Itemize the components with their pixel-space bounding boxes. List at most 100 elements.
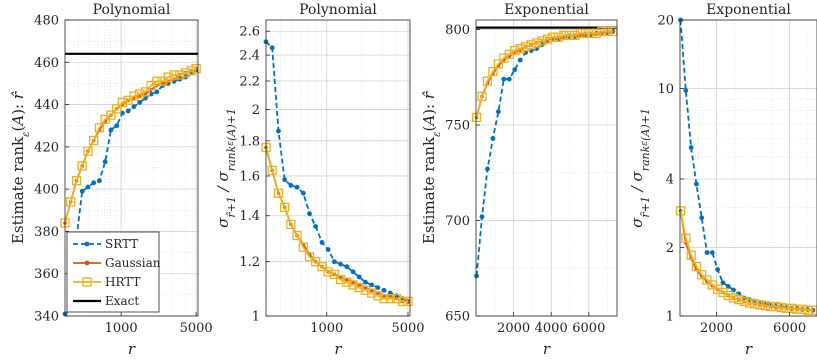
data-point [520,42,531,52]
data-point [91,180,97,186]
y-tick-label: 2 [252,103,260,118]
data-point [797,304,808,314]
data-point [739,296,749,306]
data-point [366,288,377,298]
data-point [160,81,165,86]
data-point [537,36,547,46]
chart-panel-4: 2000 6000 1 2 4 10 20 Exponential r σr̂+1 / σrank… [628,2,817,358]
data-point [586,28,596,39]
data-point [108,127,114,133]
y-tick-label: 650 [445,310,470,325]
axes-box [679,19,817,317]
data-point [286,219,296,230]
data-point [471,112,482,123]
plot-area [680,20,817,316]
data-point [292,230,302,241]
data-point [398,296,408,307]
plot-area [476,20,617,316]
panel-title: Polynomial [299,2,377,18]
data-point [356,274,362,280]
series-line [265,147,408,303]
data-point [720,280,726,286]
data-point [490,136,496,141]
data-point [335,274,346,285]
data-point [163,72,173,82]
y-tick-label: 800 [445,23,470,38]
y-tick-label: 1.2 [239,255,260,270]
data-point [597,26,607,37]
y-tick-label: 2.2 [239,75,260,90]
x-axis-label: r [128,340,136,358]
data-point [175,70,185,80]
y-tick-label: 420 [34,140,59,155]
x-tick-label: 5000 [391,321,424,336]
data-point [152,76,162,86]
data-point [542,34,553,44]
data-point [338,261,343,267]
y-tick-label: 700 [445,214,470,229]
legend-marker [82,277,92,287]
data-point [154,89,160,95]
panel-title: Polynomial [93,2,171,18]
data-point [140,87,150,97]
y-tick-label: 4 [666,173,674,188]
data-point [474,273,479,279]
data-point [591,28,602,39]
data-point [781,303,792,314]
data-point [329,269,340,279]
data-point [304,252,315,262]
data-point [89,135,99,146]
data-point [712,284,723,294]
data-point [699,215,705,221]
data-point [755,300,765,310]
data-point [702,275,712,285]
data-point [681,233,691,243]
data-point [191,63,201,74]
chart-panel-2: 1000 5000 1 1.2 1.4 1.6 1.8 2 2.2 2.4 2.6 Polynomia… [214,2,425,358]
data-point [510,45,520,56]
y-tick-label: 340 [34,310,59,325]
data-point [373,291,383,301]
data-point [325,247,331,252]
data-point [267,165,277,176]
data-point [493,59,504,69]
data-point [363,279,368,285]
y-tick-label: 460 [34,56,59,71]
data-point [342,277,352,287]
y-tick-label: 2.4 [239,49,260,64]
data-point [273,188,284,198]
data-point [348,280,358,290]
data-point [750,299,760,309]
series-hrtt [471,26,618,123]
data-point [300,190,306,196]
data-point [319,240,325,245]
series-line [64,67,197,224]
y-tick-label: 1 [252,310,260,325]
x-tick-label: 6000 [773,321,806,336]
data-point [71,176,82,186]
data-point [728,293,739,303]
axes-box [64,19,199,317]
data-point [85,184,91,190]
x-tick-label: 2000 [497,321,530,336]
data-point [313,224,319,229]
legend-label: SRTT [105,237,138,251]
x-tick-label: 2000 [700,321,733,336]
data-point [704,250,710,255]
plot-area [266,20,410,316]
data-point [114,123,120,129]
data-point [186,66,196,76]
data-point [83,146,93,156]
data-point [477,91,487,102]
x-axis-label: r [334,340,342,358]
data-point [331,259,337,265]
data-point [553,32,563,42]
data-point [311,257,321,267]
data-point [129,91,139,101]
data-point [771,301,781,312]
data-point [323,267,333,277]
legend-marker [84,241,90,247]
data-point [307,211,312,217]
data-point [715,267,721,272]
